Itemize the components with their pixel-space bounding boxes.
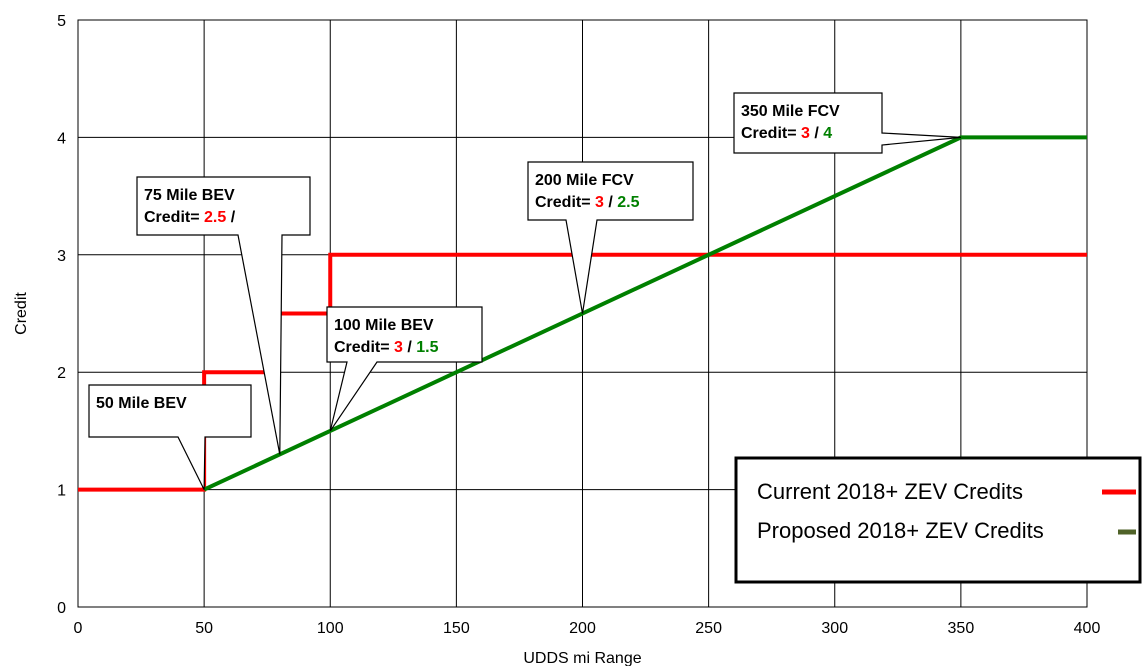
callout-box-3: [527, 161, 694, 314]
x-tick-label-5: 250: [695, 620, 722, 637]
callout-box-1: [136, 176, 311, 455]
y-tick-label-1: 1: [57, 483, 66, 500]
callout-credit-2: Credit= 3 / 1.5: [334, 339, 439, 356]
y-tick-label-4: 4: [57, 130, 66, 147]
x-tick-label-6: 300: [821, 620, 848, 637]
x-tick-label-4: 200: [569, 620, 596, 637]
callout-box-0: [88, 384, 252, 490]
tick-labels: 0 50 100 150 200 250 300 350 400 0 1 2 3 4 5: [57, 13, 1100, 637]
x-tick-label-1: 50: [195, 620, 213, 637]
y-axis-title: Credit: [13, 292, 30, 335]
x-tick-label-7: 350: [948, 620, 975, 637]
y-tick-label-2: 2: [57, 365, 66, 382]
y-tick-label-3: 3: [57, 248, 66, 265]
legend: Current 2018+ ZEV Credits Proposed 2018+…: [734, 456, 1142, 584]
y-tick-label-0: 0: [57, 600, 66, 617]
x-tick-label-3: 150: [443, 620, 470, 637]
x-tick-label-2: 100: [317, 620, 344, 637]
callout-title-4: 350 Mile FCV: [741, 103, 840, 120]
legend-label-current: Current 2018+ ZEV Credits: [757, 479, 1023, 504]
x-axis-title: UDDS mi Range: [523, 650, 641, 666]
legend-box: [734, 456, 1142, 584]
x-tick-label-0: 0: [74, 620, 83, 637]
callout-credit-4: Credit= 3 / 4: [741, 125, 832, 142]
callout-credit-3: Credit= 3 / 2.5: [535, 194, 640, 211]
callout-box-4: [733, 92, 961, 154]
legend-label-proposed: Proposed 2018+ ZEV Credits: [757, 518, 1044, 543]
y-tick-label-5: 5: [57, 13, 66, 30]
callout-credit-1: Credit= 2.5 /: [144, 209, 236, 226]
callout-box-2: [326, 306, 483, 432]
callout-title-0: 50 Mile BEV: [96, 395, 187, 412]
plot-frame: [77, 19, 1088, 608]
callouts: 50 Mile BEV 75 Mile BEV Credit= 2.5 / 100 M…: [88, 92, 961, 490]
callout-title-3: 200 Mile FCV: [535, 172, 634, 189]
callout-title-1: 75 Mile BEV: [144, 187, 235, 204]
x-tick-label-8: 400: [1074, 620, 1101, 637]
callout-title-2: 100 Mile BEV: [334, 317, 434, 334]
